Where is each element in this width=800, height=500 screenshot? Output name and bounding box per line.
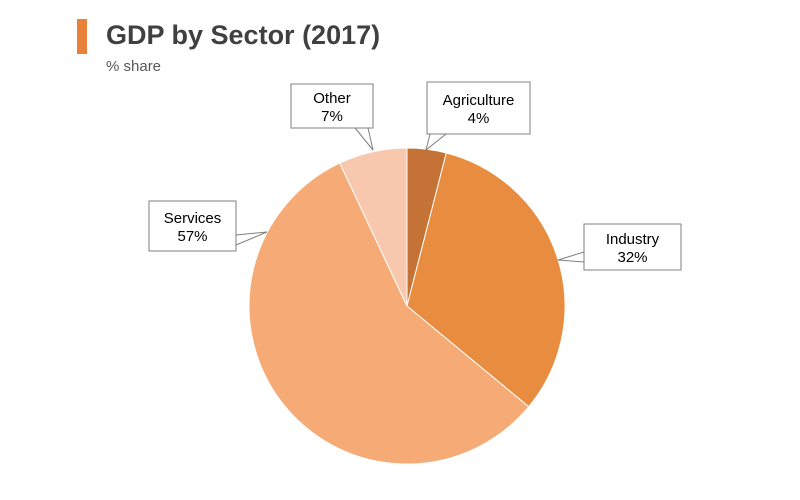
callout-pointer [425, 133, 448, 152]
callout-box [148, 200, 237, 252]
slice-value-label: 7% [321, 108, 343, 125]
slice-label: Agriculture [443, 92, 515, 109]
slice-label: Industry [606, 231, 660, 248]
pie-slice-other [339, 147, 408, 307]
callout-box [583, 223, 682, 271]
chart-subtitle: % share [106, 58, 162, 75]
title-accent-bar [77, 19, 87, 54]
callout-pointer [353, 127, 374, 151]
callout-box [290, 83, 374, 129]
slice-value-label: 32% [617, 249, 647, 266]
slice-value-label: 4% [468, 110, 490, 127]
slice-label: Services [164, 210, 222, 227]
slice-value-label: 57% [177, 228, 207, 245]
callout-box [426, 81, 531, 135]
callout-pointer [557, 251, 585, 263]
pie-slices [248, 147, 566, 465]
pie-slice-services [248, 162, 530, 465]
chart-title: GDP by Sector (2017) [106, 20, 381, 50]
slice-label: Other [313, 90, 351, 107]
pie-slice-industry [406, 152, 566, 408]
